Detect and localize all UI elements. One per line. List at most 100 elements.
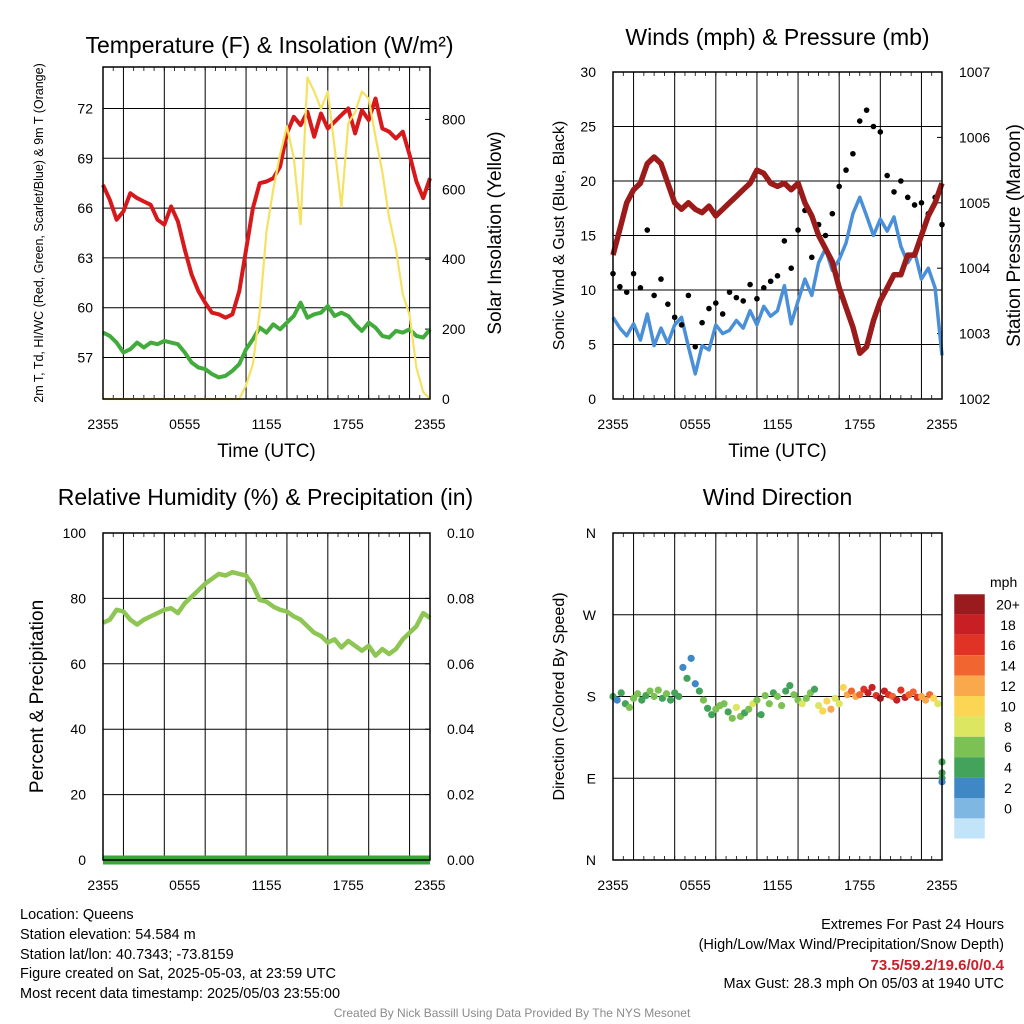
direction-point bbox=[868, 683, 876, 692]
colorbar-label: 0 bbox=[1004, 800, 1012, 816]
y2-tick-label: 1006 bbox=[959, 129, 990, 145]
direction-point bbox=[683, 674, 691, 682]
gust-point bbox=[644, 227, 651, 233]
gust-point bbox=[733, 294, 740, 301]
gust-point bbox=[651, 292, 657, 299]
x-tick-label: 0555 bbox=[680, 416, 711, 432]
colorbar-swatch bbox=[954, 655, 985, 676]
direction-point bbox=[782, 687, 790, 695]
gust-point bbox=[904, 194, 911, 201]
direction-point bbox=[786, 682, 794, 690]
gust-point bbox=[877, 129, 884, 135]
gust-point bbox=[767, 278, 774, 285]
gust-point bbox=[850, 150, 856, 157]
direction-point bbox=[819, 707, 827, 715]
gust-point bbox=[685, 292, 692, 299]
x-tick-label: 1755 bbox=[333, 877, 364, 893]
y-tick-label: E bbox=[587, 770, 596, 786]
direction-point bbox=[778, 701, 786, 710]
direction-point bbox=[827, 705, 835, 713]
location-text: Location: Queens bbox=[20, 907, 134, 923]
y-axis-label: Sonic Wind & Gust (Blue, Black) bbox=[551, 121, 568, 350]
y2-axis-label: Solar Insolation (Yellow) bbox=[485, 131, 506, 334]
x-tick-label: 0555 bbox=[169, 877, 200, 893]
colorbar-label: 20+ bbox=[996, 596, 1020, 612]
direction-point bbox=[934, 700, 942, 708]
gust-point bbox=[617, 283, 623, 290]
x-tick-label: 0555 bbox=[680, 877, 711, 893]
colorbar-swatch bbox=[954, 777, 985, 798]
direction-point bbox=[708, 711, 716, 719]
chart-title: Winds (mph) & Pressure (mb) bbox=[625, 24, 929, 50]
colorbar-unit: mph bbox=[990, 574, 1017, 590]
x-axis-label: Time (UTC) bbox=[728, 441, 827, 462]
y-tick-label: N bbox=[586, 852, 596, 868]
y-tick-label: 60 bbox=[77, 300, 93, 316]
direction-point bbox=[654, 686, 662, 694]
y2-axis-label: Station Pressure (Maroon) bbox=[1004, 124, 1024, 347]
y2-tick-label: 1002 bbox=[959, 391, 990, 407]
recent-data-text: Most recent data timestamp: 2025/05/03 2… bbox=[20, 986, 341, 1003]
gust-point bbox=[822, 232, 829, 239]
plot-frame bbox=[612, 532, 943, 861]
y-tick-label: W bbox=[583, 607, 597, 623]
y-tick-label: 30 bbox=[580, 64, 596, 80]
gust-point bbox=[678, 322, 685, 328]
x-tick-label: 1755 bbox=[844, 416, 875, 432]
series-line-3 bbox=[610, 154, 945, 356]
direction-point bbox=[695, 687, 703, 695]
y-tick-label: N bbox=[586, 525, 596, 541]
plot-frame bbox=[102, 532, 431, 861]
x-tick-label: 1155 bbox=[762, 416, 792, 432]
direction-point bbox=[798, 700, 806, 708]
x-tick-label: 1755 bbox=[333, 416, 364, 432]
direction-point bbox=[699, 696, 708, 704]
direction-point bbox=[691, 680, 699, 688]
colorbar-label: 16 bbox=[1000, 637, 1016, 653]
panel-1: 2355 0555 1155 1755 2355 57 60 63 66 69 72 0 200 400 6… bbox=[32, 32, 506, 462]
series-line-2 bbox=[102, 300, 432, 380]
y-tick-label: 69 bbox=[77, 150, 93, 166]
y2-tick-label: 0.06 bbox=[447, 656, 474, 672]
station-info: Location: Queens Station elevation: 54.5… bbox=[20, 906, 340, 1005]
extremes-title: Extremes For Past 24 Hours bbox=[821, 917, 1004, 933]
direction-point bbox=[757, 711, 765, 719]
colorbar-label: 14 bbox=[1000, 658, 1016, 674]
direction-point bbox=[613, 696, 621, 704]
colorbar-frame bbox=[953, 593, 986, 840]
gust-point bbox=[665, 301, 671, 307]
direction-point bbox=[847, 687, 856, 695]
x-tick-label: 1155 bbox=[251, 877, 281, 893]
y-axis-label: Percent & Precipitation bbox=[27, 600, 48, 793]
direction-point bbox=[765, 700, 773, 708]
direction-point bbox=[864, 689, 872, 697]
gust-point bbox=[671, 314, 678, 321]
y-tick-label: 60 bbox=[70, 656, 86, 672]
x-axis-label: Time (UTC) bbox=[217, 441, 316, 462]
elevation-text: Station elevation: 54.584 m bbox=[20, 926, 196, 943]
direction-point bbox=[617, 689, 625, 697]
chart-title: Wind Direction bbox=[703, 484, 853, 510]
direction-point bbox=[810, 685, 819, 693]
gust-point bbox=[863, 107, 870, 113]
gust-point bbox=[911, 202, 918, 208]
direction-point bbox=[687, 654, 695, 662]
direction-point bbox=[666, 696, 675, 704]
gust-point bbox=[719, 311, 726, 317]
gust-point bbox=[898, 178, 904, 184]
series-line-1 bbox=[102, 569, 432, 658]
direction-point bbox=[745, 705, 753, 713]
x-tick-label: 2355 bbox=[87, 416, 118, 432]
y2-tick-label: 1003 bbox=[959, 326, 990, 342]
direction-point bbox=[802, 694, 810, 702]
gust-point bbox=[740, 298, 747, 304]
y2-tick-label: 0.02 bbox=[447, 787, 474, 803]
colorbar-swatch bbox=[954, 757, 985, 778]
colorbar-swatch bbox=[954, 614, 985, 635]
gust-point bbox=[713, 300, 719, 306]
direction-point bbox=[815, 701, 823, 710]
colorbar-swatch bbox=[954, 716, 985, 737]
y2-tick-label: 1007 bbox=[959, 64, 990, 80]
gust-point bbox=[781, 238, 788, 244]
